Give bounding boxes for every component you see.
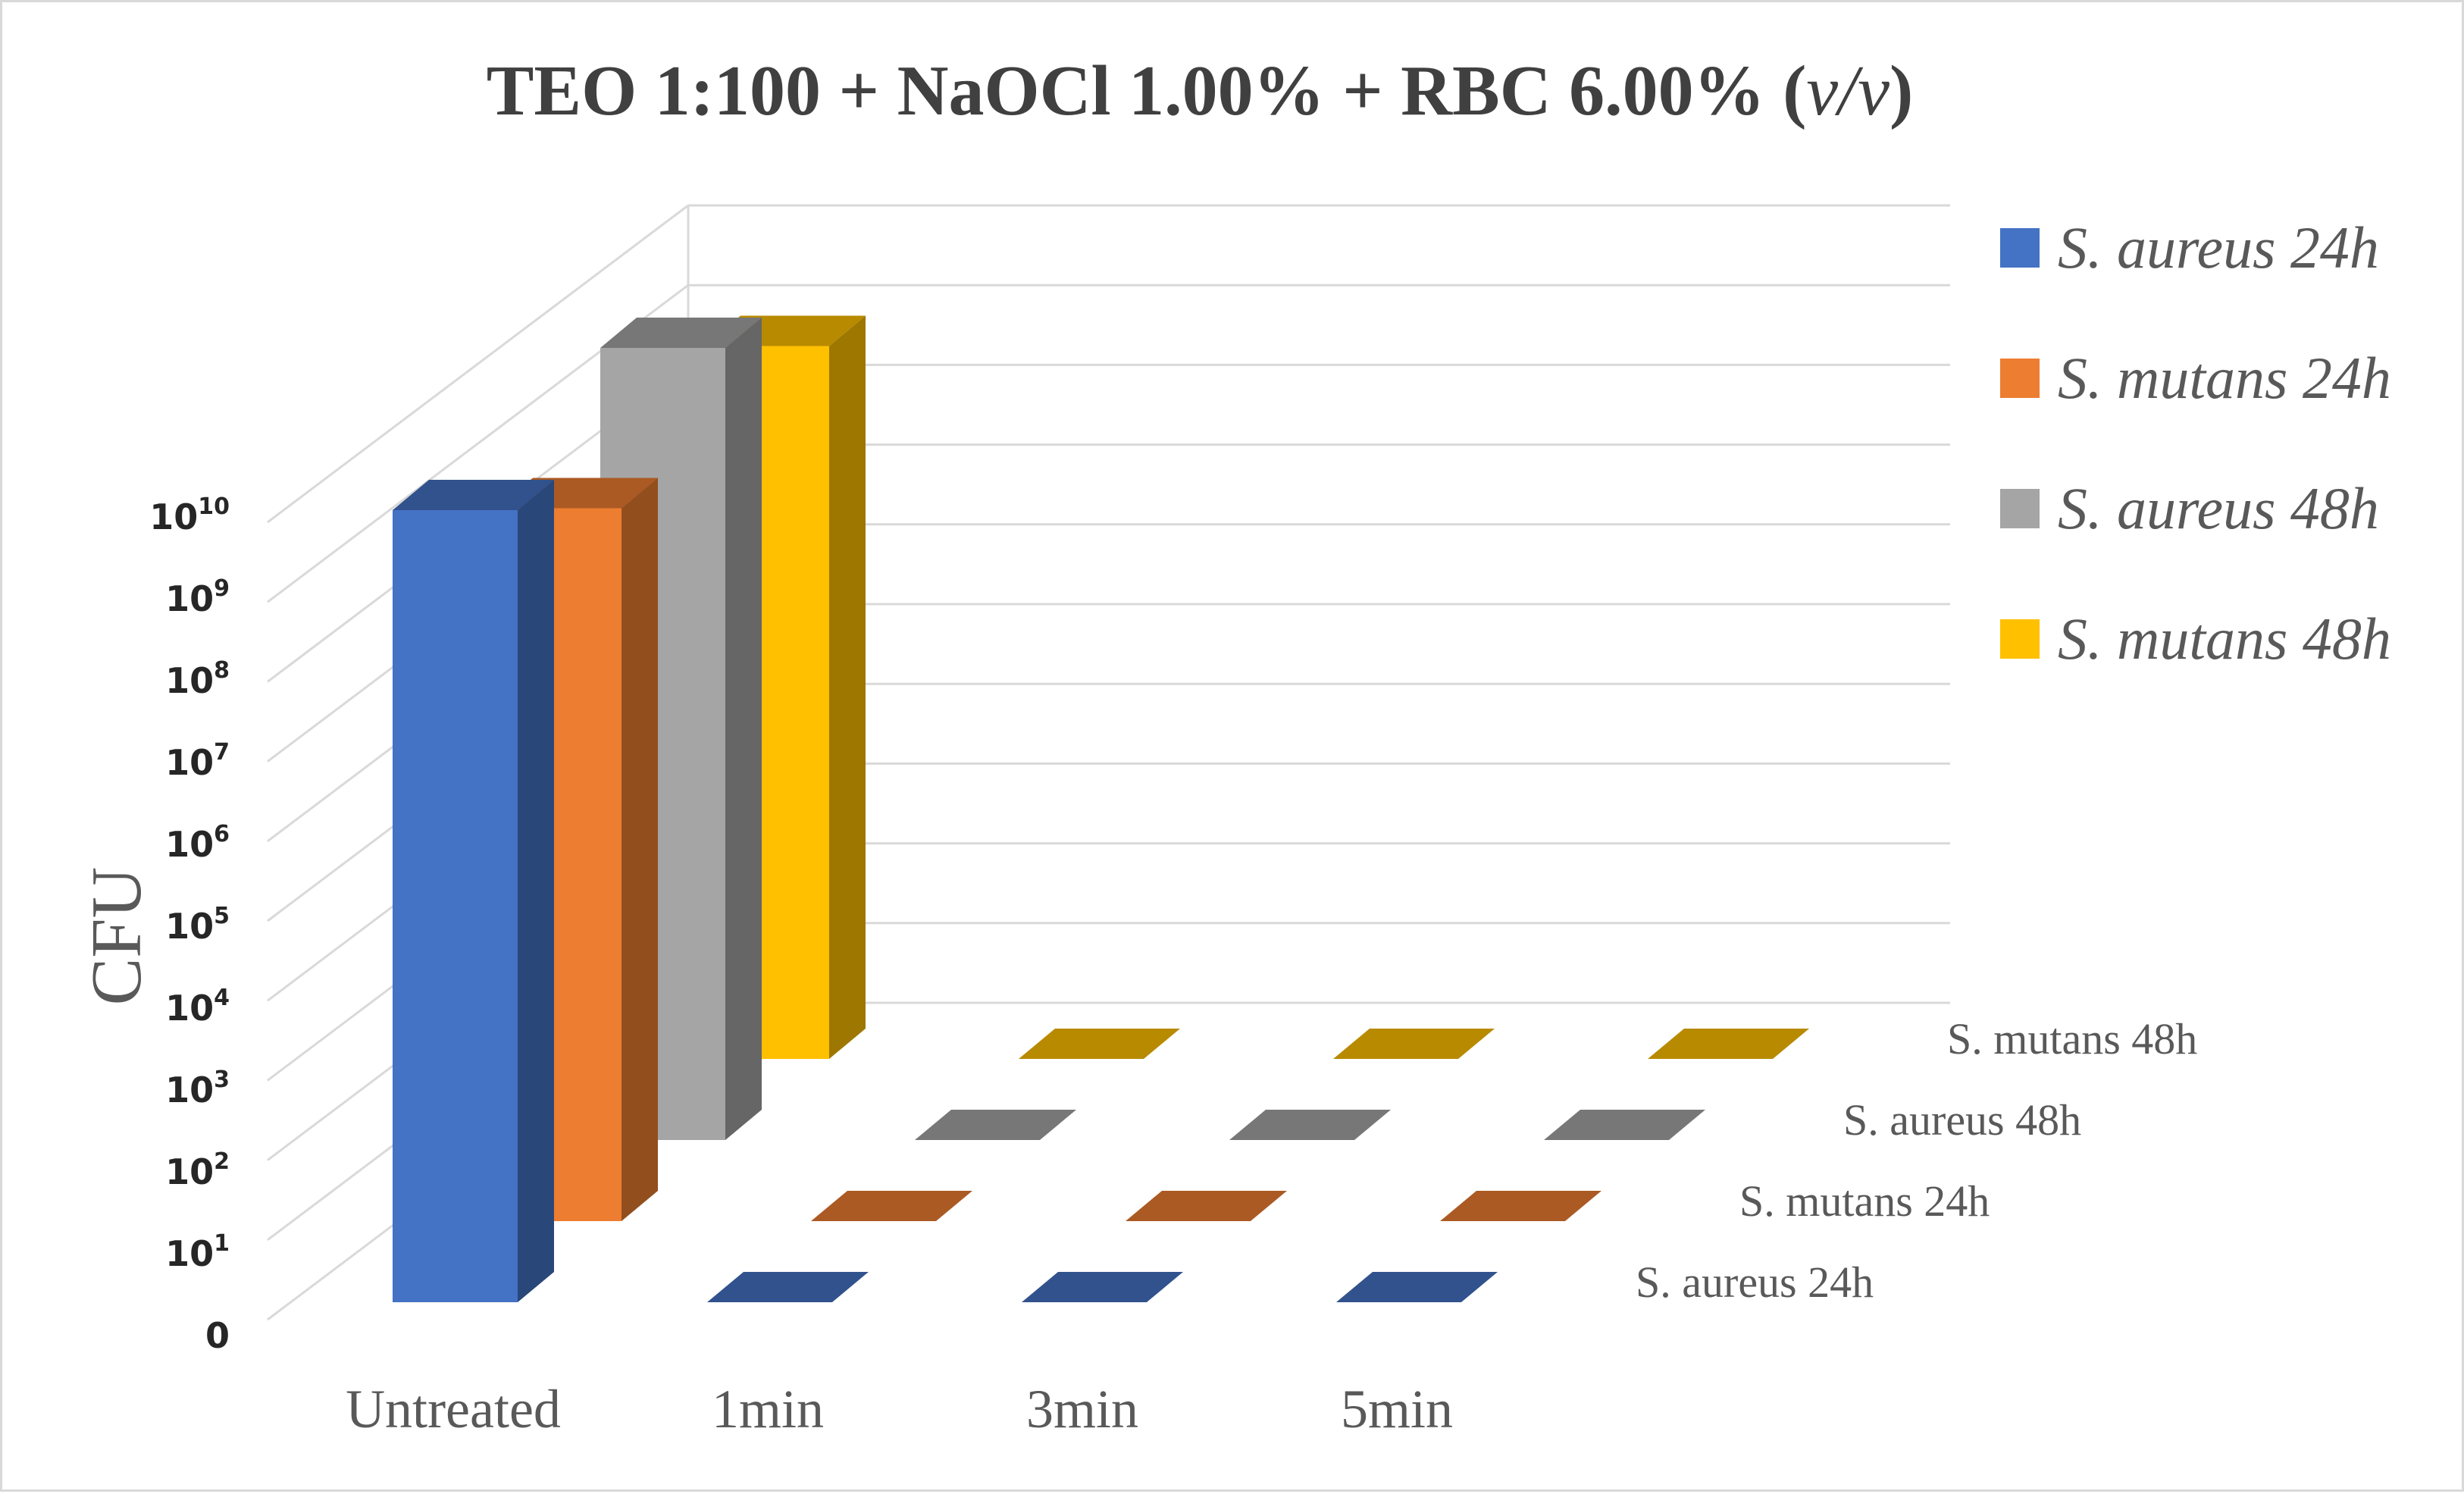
chart-title-part-1: v/v	[1806, 52, 1889, 130]
y-tick-label-2: 102	[165, 1148, 230, 1192]
depth-label-s-aureus-24h: S. aureus 24h	[1636, 1258, 1874, 1307]
legend-item-s-aureus-24h: S. aureus 24h	[2000, 215, 2379, 280]
bar-s-mutans-24h-5min	[1440, 1191, 1601, 1221]
y-tick-label-6: 106	[165, 821, 230, 865]
bar-s-aureus-24h-untreated	[393, 480, 554, 1302]
bar-s-aureus-48h-5min	[1544, 1110, 1705, 1140]
bar-s-aureus-24h-5min	[1336, 1272, 1498, 1302]
bar-s-mutans-48h-1min	[1019, 1029, 1180, 1059]
y-tick-label-0: 0	[205, 1315, 230, 1356]
bar-s-mutans-24h-untreated-side	[621, 478, 658, 1221]
bar-s-aureus-48h-1min	[915, 1110, 1076, 1140]
bar-s-aureus-24h-untreated-top	[393, 480, 554, 510]
y-tick-label-8: 108	[165, 657, 230, 701]
legend-item-s-mutans-24h: S. mutans 24h	[2000, 345, 2391, 411]
y-tick-labels: 0 101 102 103 104 105 106 107 108 109 1010	[149, 493, 230, 1356]
legend-label-s-mutans-48h: S. mutans 48h	[2058, 606, 2391, 672]
legend-label-s-aureus-24h: S. aureus 24h	[2058, 215, 2379, 280]
bar-s-aureus-24h-untreated-front	[393, 510, 518, 1302]
y-axis-title: CFU	[77, 867, 156, 1006]
x-tick-label-untreated: Untreated	[346, 1379, 561, 1439]
bar-s-mutans-48h-untreated-side	[829, 315, 866, 1059]
y-tick-label-10: 1010	[149, 493, 230, 537]
series-s-mutans-48h	[704, 315, 1809, 1059]
y-tick-label-3: 103	[165, 1066, 230, 1110]
legend-swatch-s-mutans-24h	[2000, 359, 2040, 398]
x-tick-label-5min: 5min	[1341, 1379, 1453, 1439]
y-tick-label-1: 101	[165, 1230, 230, 1274]
y-tick-label-7: 107	[165, 739, 230, 783]
y-tick-label-9: 109	[165, 575, 230, 619]
bar-s-aureus-24h-3min	[1022, 1272, 1183, 1302]
bar-s-mutans-48h-3min	[1333, 1029, 1495, 1059]
depth-label-s-mutans-24h: S. mutans 24h	[1739, 1176, 1990, 1226]
x-tick-label-1min: 1min	[712, 1379, 824, 1439]
chart-title-part-2: )	[1889, 52, 1913, 130]
legend-item-s-mutans-48h: S. mutans 48h	[2000, 606, 2391, 672]
legend-swatch-s-mutans-48h	[2000, 619, 2040, 659]
depth-axis-labels: S. aureus 24h S. mutans 24h S. aureus 48h S…	[1636, 1014, 2197, 1307]
gridline-side-10	[267, 204, 689, 524]
bar-s-mutans-24h-3min	[1126, 1191, 1287, 1221]
legend-swatch-s-aureus-24h	[2000, 228, 2040, 268]
bar-s-aureus-24h-1min	[707, 1272, 869, 1302]
chart-title: TEO 1:100 + NaOCl 1.00% + RBC 6.00% (v/v…	[487, 52, 1914, 130]
series-s-aureus-24h	[393, 480, 1498, 1302]
legend-item-s-aureus-48h: S. aureus 48h	[2000, 475, 2379, 541]
bar-s-mutans-48h-5min	[1648, 1029, 1809, 1059]
x-tick-labels: Untreated 1min 3min 5min	[346, 1379, 1453, 1439]
y-tick-label-5: 105	[165, 903, 230, 947]
bar-s-aureus-48h-3min	[1229, 1110, 1391, 1140]
bar-s-aureus-48h-untreated-top	[600, 318, 762, 348]
chart-title-part-0: TEO 1:100 + NaOCl 1.00% + RBC 6.00% (	[487, 52, 1807, 130]
depth-label-s-aureus-48h: S. aureus 48h	[1843, 1095, 2081, 1145]
y-tick-label-4: 104	[165, 985, 230, 1029]
legend-label-s-aureus-48h: S. aureus 48h	[2058, 475, 2379, 541]
bar-s-aureus-24h-untreated-side	[518, 480, 554, 1302]
legend-label-s-mutans-24h: S. mutans 24h	[2058, 345, 2391, 411]
legend-swatch-s-aureus-48h	[2000, 489, 2040, 528]
x-tick-label-3min: 3min	[1026, 1379, 1138, 1439]
legend: S. aureus 24h S. mutans 24h S. aureus 48h S…	[2000, 215, 2391, 672]
bar-s-aureus-48h-untreated-side	[725, 318, 762, 1140]
bar-s-mutans-24h-1min	[811, 1191, 972, 1221]
depth-label-s-mutans-48h: S. mutans 48h	[1947, 1014, 2197, 1063]
bars	[393, 315, 1809, 1302]
